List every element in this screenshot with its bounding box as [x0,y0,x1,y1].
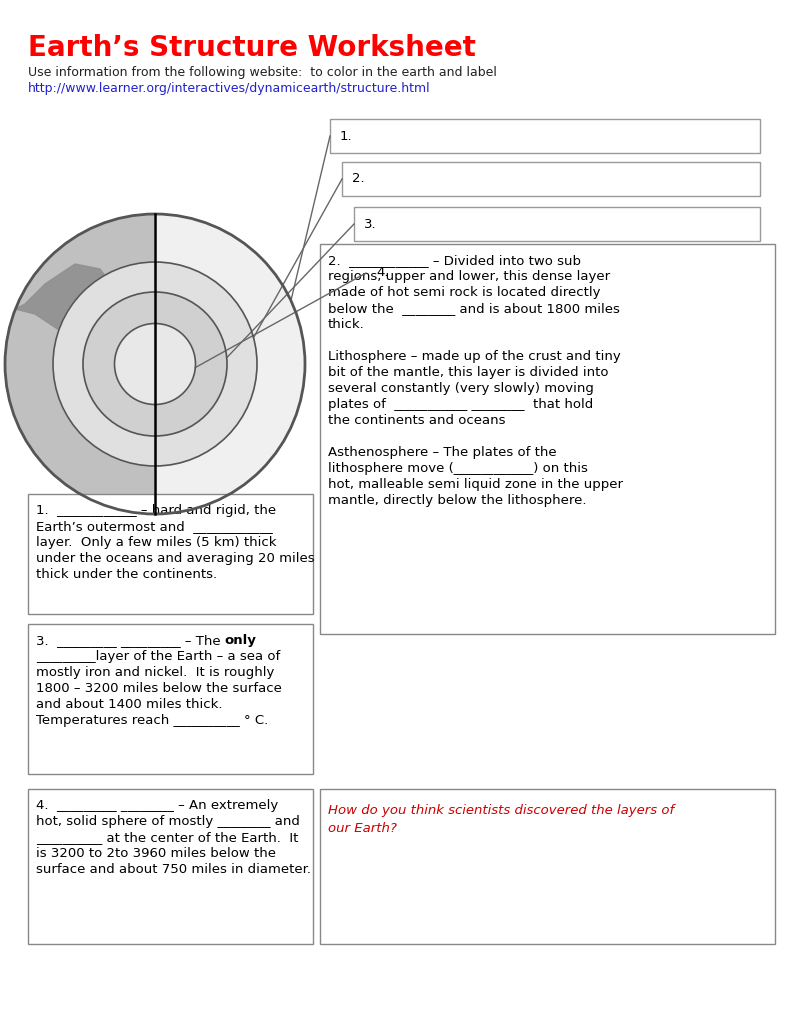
Text: hot, malleable semi liquid zone in the upper: hot, malleable semi liquid zone in the u… [328,478,623,490]
Text: 4.: 4. [376,266,388,280]
Text: below the  ________ and is about 1800 miles: below the ________ and is about 1800 mil… [328,302,620,315]
Text: Earth’s Structure Worksheet: Earth’s Structure Worksheet [28,34,476,62]
Text: 1800 – 3200 miles below the surface: 1800 – 3200 miles below the surface [36,682,282,695]
Bar [342,162,760,196]
Text: Asthenosphere – The plates of the: Asthenosphere – The plates of the [328,446,557,459]
Wedge shape [155,214,305,514]
Text: under the oceans and averaging 20 miles: under the oceans and averaging 20 miles [36,552,315,565]
Text: mostly iron and nickel.  It is roughly: mostly iron and nickel. It is roughly [36,666,274,679]
Text: _________layer of the Earth – a sea of: _________layer of the Earth – a sea of [36,650,280,663]
Text: bit of the mantle, this layer is divided into: bit of the mantle, this layer is divided… [328,366,608,379]
Text: 1.: 1. [340,129,353,142]
Polygon shape [90,366,105,382]
Text: 4.  _________ ________ – An extremely: 4. _________ ________ – An extremely [36,799,278,812]
Text: is 3200 to 2to 3960 miles below the: is 3200 to 2to 3960 miles below the [36,847,276,860]
Text: the continents and oceans: the continents and oceans [328,414,505,427]
Bar [28,494,313,614]
Text: hot, solid sphere of mostly ________ and: hot, solid sphere of mostly ________ and [36,815,300,828]
Bar [320,244,775,634]
Bar [28,624,313,774]
Text: only: only [225,634,257,647]
Text: thick.: thick. [328,318,365,331]
Text: made of hot semi rock is located directly: made of hot semi rock is located directl… [328,286,600,299]
Text: and about 1400 miles thick.: and about 1400 miles thick. [36,698,222,711]
Text: __________ at the center of the Earth.  It: __________ at the center of the Earth. I… [36,831,298,844]
Text: http://www.learner.org/interactives/dynamicearth/structure.html: http://www.learner.org/interactives/dyna… [28,82,430,95]
Text: lithosphere move (____________) on this: lithosphere move (____________) on this [328,462,588,475]
Text: Temperatures reach __________ ° C.: Temperatures reach __________ ° C. [36,714,268,727]
Text: 2.: 2. [352,172,365,185]
Text: 3.: 3. [364,217,377,230]
Text: Earth’s outermost and  ____________: Earth’s outermost and ____________ [36,520,273,534]
Bar [330,119,760,153]
Bar [354,207,760,241]
Wedge shape [5,214,155,514]
Text: plates of  ___________ ________  that hold: plates of ___________ ________ that hold [328,398,593,411]
Text: Use information from the following website:  to color in the earth and label: Use information from the following websi… [28,66,497,79]
Circle shape [83,292,227,436]
Text: How do you think scientists discovered the layers of: How do you think scientists discovered t… [328,804,674,817]
Bar [320,790,775,944]
Text: regions, upper and lower, this dense layer: regions, upper and lower, this dense lay… [328,270,610,283]
Text: 2.  ____________ – Divided into two sub: 2. ____________ – Divided into two sub [328,254,581,267]
Text: several constantly (very slowly) moving: several constantly (very slowly) moving [328,382,594,395]
Circle shape [53,262,257,466]
Text: layer.  Only a few miles (5 km) thick: layer. Only a few miles (5 km) thick [36,536,277,549]
Text: thick under the continents.: thick under the continents. [36,568,217,581]
Text: 1.  ____________ – hard and rigid, the: 1. ____________ – hard and rigid, the [36,504,276,517]
Text: Lithosphere – made up of the crust and tiny: Lithosphere – made up of the crust and t… [328,350,621,362]
Text: our Earth?: our Earth? [328,822,397,835]
Text: mantle, directly below the lithosphere.: mantle, directly below the lithosphere. [328,494,586,507]
Text: surface and about 750 miles in diameter.: surface and about 750 miles in diameter. [36,863,311,876]
Circle shape [5,214,305,514]
Bar [28,790,313,944]
Bar [366,256,760,290]
Polygon shape [15,264,140,359]
Circle shape [115,324,195,404]
Text: 3.  _________ _________ – The: 3. _________ _________ – The [36,634,225,647]
